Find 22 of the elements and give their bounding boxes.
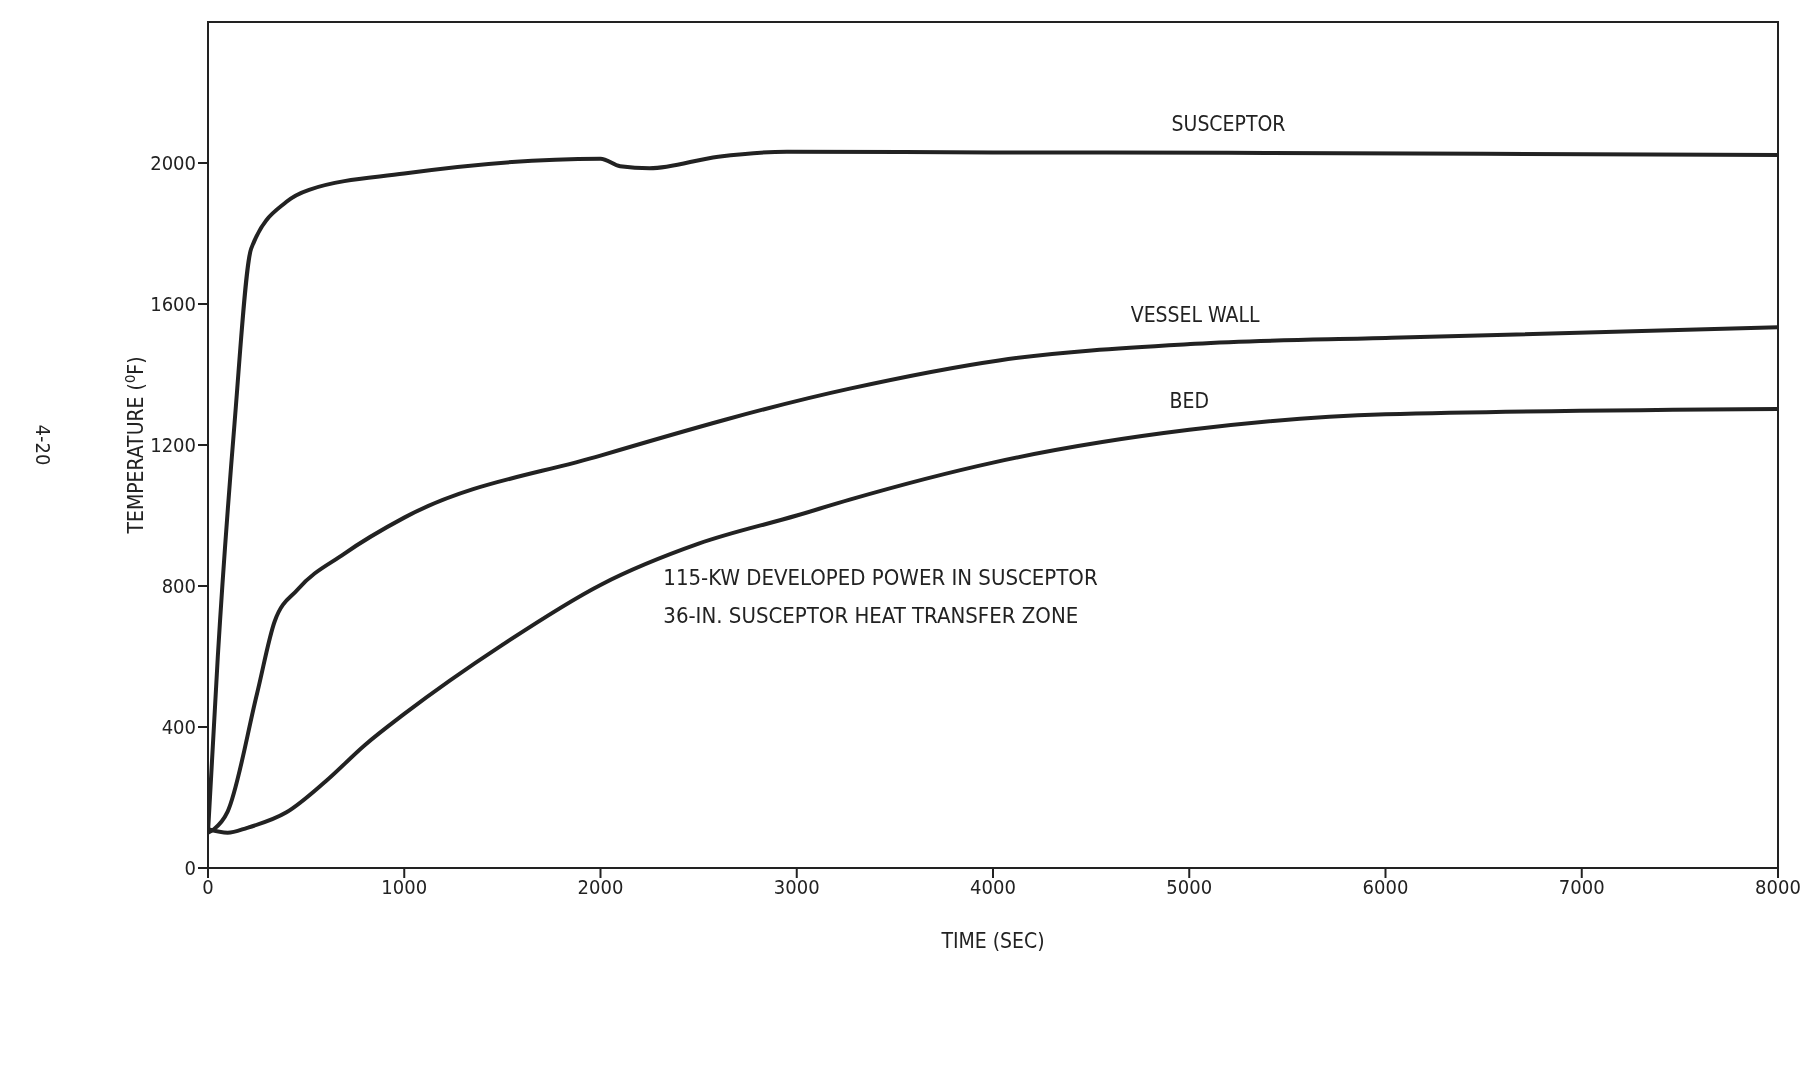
y-tick-label: 1600 xyxy=(150,292,196,317)
x-tick-label: 8000 xyxy=(1755,875,1801,900)
series-label: VESSEL WALL xyxy=(1130,302,1261,327)
y-tick-label: 400 xyxy=(161,715,196,740)
series-label: SUSCEPTOR xyxy=(1171,111,1286,136)
x-tick-label: 0 xyxy=(202,875,214,900)
x-tick-label: 2000 xyxy=(577,875,624,900)
x-tick-label: 6000 xyxy=(1362,875,1409,900)
x-tick-label: 3000 xyxy=(773,875,820,900)
y-tick-label: 0 xyxy=(184,856,196,881)
annotation: 115-KW DEVELOPED POWER IN SUSCEPTOR xyxy=(663,564,1098,590)
y-tick-label: 800 xyxy=(161,574,196,599)
x-tick-label: 5000 xyxy=(1166,875,1213,900)
y-tick-label: 1200 xyxy=(150,433,196,458)
x-tick-label: 1000 xyxy=(381,875,428,900)
y-tick-label: 2000 xyxy=(150,151,196,176)
x-axis-title: TIME (SEC) xyxy=(940,929,1045,953)
series-label: BED xyxy=(1169,388,1209,413)
x-tick-label: 4000 xyxy=(970,875,1016,900)
annotation: 36-IN. SUSCEPTOR HEAT TRANSFER ZONE xyxy=(663,602,1079,628)
text: 4-20 xyxy=(31,424,55,466)
x-tick-label: 7000 xyxy=(1558,875,1605,900)
